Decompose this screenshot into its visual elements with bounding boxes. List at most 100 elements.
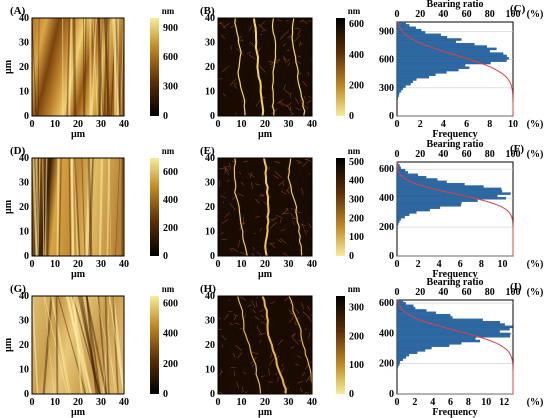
- detail-crack: [301, 302, 305, 310]
- panel-label: (C): [510, 3, 526, 15]
- x-axis-title: µm: [71, 407, 86, 418]
- histogram-bar: [396, 87, 404, 91]
- top-tick-label: 20: [415, 149, 425, 160]
- y-tick-label: 40: [19, 13, 29, 24]
- detail-crack: [241, 39, 244, 42]
- histogram-bar: [396, 311, 436, 315]
- surface-streak: [104, 295, 116, 395]
- bearing-curve: [396, 161, 514, 256]
- x-tick-label: 0: [30, 259, 35, 270]
- detail-crack: [282, 252, 289, 257]
- detail-crack: [241, 99, 246, 103]
- top-tick-label: 60: [462, 287, 472, 298]
- top-tick-label: 60: [462, 149, 472, 160]
- histogram-bar: [396, 197, 507, 200]
- detail-crack: [219, 21, 226, 29]
- y-tick-label: 0: [210, 111, 215, 122]
- detail-crack: [306, 99, 313, 104]
- surface-streak: [98, 157, 104, 257]
- detail-crack: [279, 100, 287, 107]
- detail-crack: [255, 198, 260, 204]
- x-tick-label: 4: [441, 119, 446, 130]
- detail-crack: [274, 372, 278, 375]
- detail-crack: [237, 352, 243, 359]
- colorbar-tick-label: 400: [163, 329, 178, 340]
- detail-crack: [256, 325, 259, 329]
- detail-crack: [269, 222, 277, 229]
- histogram-bar: [396, 213, 410, 216]
- x-tick-label: 30: [284, 397, 294, 408]
- surface-streak: [37, 17, 40, 117]
- detail-crack: [294, 35, 301, 42]
- top-tick-label: 40: [438, 9, 448, 20]
- histogram-bar: [396, 353, 410, 357]
- colorbar-tick-label: 400: [349, 176, 364, 187]
- detail-crack: [222, 201, 225, 204]
- histogram-bar: [396, 68, 459, 72]
- detail-crack: [299, 19, 304, 23]
- height-colorbar: [150, 158, 159, 256]
- y-tick-label: 20: [19, 340, 29, 351]
- histogram-bar: [396, 171, 408, 174]
- colorbar-tick-label: 200: [163, 223, 178, 234]
- x-axis-title: Frequency: [432, 129, 477, 140]
- detail-crack: [288, 315, 295, 323]
- detail-ridge: [287, 157, 303, 257]
- histogram-bar: [396, 306, 416, 310]
- histogram-bar: [396, 175, 427, 179]
- detail-ridge: [271, 17, 277, 117]
- y-tick-label: 40: [19, 153, 29, 164]
- y-tick-label: 0: [24, 389, 29, 400]
- y-tick-label: 300: [379, 83, 394, 94]
- detail-crack: [281, 208, 289, 215]
- y-tick-label: 0: [210, 251, 215, 262]
- detail-crack: [250, 182, 254, 189]
- detail-crack: [251, 352, 259, 355]
- histogram-bar: [396, 85, 406, 88]
- afm-detail-frame: [217, 295, 313, 395]
- histogram-bar: [396, 194, 498, 198]
- x-tick-label: 0: [30, 397, 35, 408]
- detail-crack: [303, 96, 307, 100]
- y-tick-label: 30: [19, 316, 29, 327]
- y-tick-label: 10: [205, 365, 215, 376]
- colorbar-tick-label: 200: [349, 213, 364, 224]
- detail-crack: [232, 194, 238, 200]
- detail-crack: [257, 327, 262, 335]
- surface-streak: [90, 17, 97, 117]
- x-tick-label: 4: [437, 259, 442, 270]
- histogram-bar: [396, 325, 513, 329]
- x-axis-title: Frequency: [432, 407, 477, 418]
- detail-crack: [297, 380, 304, 384]
- detail-crack: [291, 208, 299, 211]
- y-tick-label: 30: [205, 316, 215, 327]
- x-tick-label: 6: [464, 119, 469, 130]
- top-tick-label: 80: [485, 149, 495, 160]
- colorbar-tick-label: 300: [349, 303, 364, 314]
- detail-crack: [229, 203, 236, 211]
- detail-crack: [283, 84, 286, 90]
- detail-crack: [269, 242, 275, 245]
- detail-crack: [280, 228, 286, 232]
- histogram-bar: [396, 57, 509, 60]
- detail-crack: [251, 309, 257, 313]
- surface-streak: [32, 157, 38, 257]
- histogram-bar: [396, 344, 450, 347]
- y-tick-label: 20: [19, 62, 29, 73]
- y-tick-label: 600: [379, 164, 394, 175]
- detail-crack: [247, 304, 252, 307]
- detail-crack: [286, 58, 291, 63]
- x-tick-label: 20: [73, 397, 83, 408]
- detail-crack: [295, 308, 300, 314]
- top-unit: (%): [527, 287, 544, 298]
- detail-crack: [290, 212, 295, 219]
- surface-streak: [99, 17, 103, 117]
- detail-crack: [308, 20, 312, 23]
- histogram-bar: [396, 64, 466, 67]
- detail-crack: [281, 190, 287, 195]
- y-axis-title: µm: [3, 199, 14, 214]
- x-axis-title: µm: [258, 407, 273, 418]
- detail-crack: [290, 112, 294, 114]
- x-axis-title: µm: [258, 129, 273, 140]
- detail-crack: [286, 49, 291, 52]
